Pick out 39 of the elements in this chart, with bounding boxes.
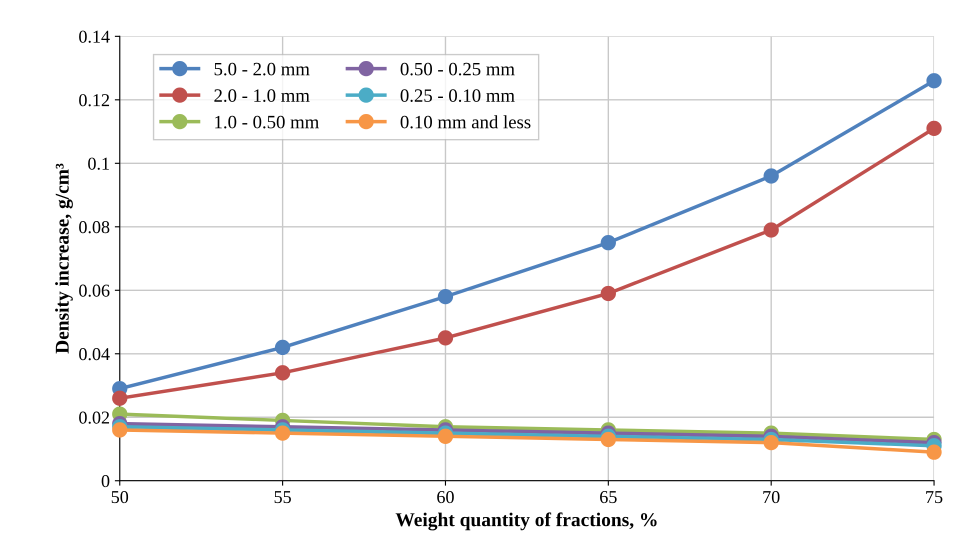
legend-label: 2.0 - 1.0 mm: [214, 89, 310, 102]
x-tick-label: 75: [926, 491, 942, 504]
y-tick-label: 0.04: [79, 348, 110, 360]
y-tick-label: 0.14: [79, 30, 110, 43]
legend-label: 5.0 - 2.0 mm: [214, 62, 310, 76]
legend-label: 0.10 mm and less: [400, 115, 530, 128]
y-tick-label: 0: [102, 474, 110, 488]
point: [274, 365, 290, 380]
point: [764, 435, 779, 450]
y-axis-title: Density increase, g/cm³: [55, 164, 73, 354]
y-tick-label: 0.12: [79, 94, 110, 106]
y-tick-label: 0.08: [79, 221, 110, 234]
x-tick-label: 60: [437, 490, 454, 504]
point: [600, 286, 616, 302]
point: [926, 444, 942, 460]
point: [112, 390, 128, 406]
point: [764, 168, 779, 184]
x-tick-label: 70: [763, 490, 780, 504]
point: [926, 73, 942, 88]
x-tick-label: 55: [274, 491, 291, 504]
legend-label: 1.0 - 0.50 mm: [215, 116, 319, 128]
point: [112, 422, 128, 438]
y-tick-label: 0.06: [79, 284, 110, 297]
point: [600, 235, 616, 250]
x-axis-title: Weight quantity of fractions, %: [396, 512, 657, 530]
x-tick-label: 50: [112, 490, 128, 504]
y-tick-label: 0.1: [88, 158, 109, 170]
point: [926, 120, 942, 136]
x-tick-label: 65: [600, 491, 617, 504]
legend-label: 0.25 - 0.10 mm: [400, 89, 515, 102]
legend-label: 0.50 - 0.25 mm: [400, 62, 515, 76]
point: [274, 340, 290, 356]
point: [764, 222, 779, 238]
point: [600, 432, 616, 448]
point: [438, 288, 454, 304]
point: [438, 330, 454, 346]
point: [438, 428, 454, 444]
y-tick-label: 0.02: [79, 412, 110, 424]
point: [274, 425, 290, 441]
